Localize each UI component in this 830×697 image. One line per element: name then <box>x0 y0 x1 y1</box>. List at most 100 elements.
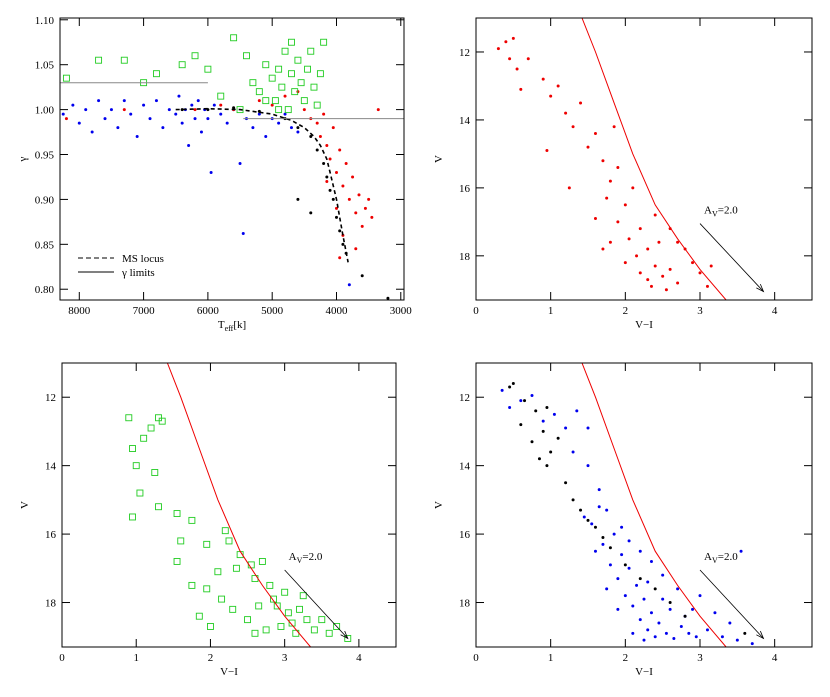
point <box>496 47 500 51</box>
point <box>541 419 545 423</box>
square-point <box>284 106 292 114</box>
point <box>354 211 358 215</box>
point <box>664 631 668 635</box>
square-point <box>273 602 281 610</box>
arrow-label-part: V <box>297 556 303 565</box>
square-point <box>316 70 324 78</box>
point <box>705 628 709 632</box>
point <box>567 186 571 190</box>
plot-frame <box>61 362 397 648</box>
point <box>302 108 306 112</box>
point <box>586 518 590 522</box>
square-point <box>177 537 185 545</box>
point <box>116 126 120 130</box>
square-point <box>318 616 326 624</box>
square-point <box>268 74 276 82</box>
x-tick-label: 3 <box>697 652 703 664</box>
point <box>90 130 94 134</box>
plot-frame <box>59 17 405 301</box>
point <box>341 184 345 188</box>
point <box>605 587 609 591</box>
square-point <box>129 445 136 452</box>
point <box>649 611 653 615</box>
x-tick-label: 0 <box>473 305 479 317</box>
point <box>642 638 646 642</box>
point <box>564 111 568 115</box>
point <box>328 188 332 192</box>
square-point <box>243 52 250 60</box>
arrow-label-part: A <box>289 551 297 563</box>
point <box>627 566 631 570</box>
point <box>683 614 687 618</box>
x-axis-label: V−I <box>220 666 238 678</box>
y-tick-label: 18 <box>45 598 57 610</box>
arrow-head <box>756 630 765 640</box>
point <box>360 274 364 278</box>
square-point <box>313 101 321 109</box>
point <box>638 271 642 275</box>
point <box>519 399 523 403</box>
point <box>122 108 126 112</box>
point <box>219 112 223 116</box>
square-point <box>173 510 181 518</box>
square-point <box>229 605 237 613</box>
point <box>376 108 380 112</box>
y-tick-label: 0.85 <box>35 239 55 251</box>
arrow-label: AV=2.0 <box>289 551 323 565</box>
point <box>590 522 594 526</box>
arrow-label-part: =2.0 <box>718 551 738 563</box>
point <box>523 399 527 403</box>
point <box>616 220 620 224</box>
point <box>646 628 650 632</box>
point <box>357 193 361 197</box>
point <box>735 638 739 642</box>
square-point <box>270 595 277 603</box>
square-point <box>297 79 305 87</box>
arrow-head <box>340 630 349 640</box>
square-point <box>62 74 70 82</box>
square-point <box>218 595 226 603</box>
line-series <box>581 363 727 647</box>
y-tick-label: 12 <box>459 392 470 404</box>
point <box>354 247 358 251</box>
point <box>601 536 605 540</box>
square-point <box>296 605 303 613</box>
point <box>206 117 210 121</box>
point <box>653 264 657 268</box>
point <box>142 103 146 107</box>
square-point <box>275 106 283 114</box>
point <box>653 587 657 591</box>
square-point <box>151 469 159 476</box>
plot-area <box>500 363 754 647</box>
arrow-label-part: V <box>712 556 718 565</box>
point <box>720 635 724 639</box>
point <box>653 213 657 217</box>
point <box>338 148 342 152</box>
square-point <box>158 417 166 425</box>
y-tick-label: 0.90 <box>35 194 55 206</box>
point <box>668 607 672 611</box>
y-axis-label: V <box>433 501 445 509</box>
point <box>309 211 313 215</box>
square-point <box>204 65 212 73</box>
arrow-head <box>756 283 765 293</box>
y-tick-label: 12 <box>45 392 56 404</box>
point <box>508 385 512 389</box>
x-tick-label: 2 <box>208 652 214 664</box>
point <box>631 186 635 190</box>
point <box>601 247 605 251</box>
point <box>109 108 113 112</box>
square-point <box>262 626 270 634</box>
y-tick-label: 0.80 <box>35 284 55 296</box>
square-point <box>294 56 302 64</box>
point <box>500 388 504 392</box>
line-series <box>166 363 311 647</box>
x-tick-label: 2 <box>623 652 629 664</box>
extinction-arrow <box>699 569 764 639</box>
extinction-arrow <box>284 569 349 639</box>
point <box>360 224 364 228</box>
point <box>750 642 754 646</box>
point <box>541 77 545 81</box>
x-axis-label: Teff[k] <box>218 319 246 333</box>
